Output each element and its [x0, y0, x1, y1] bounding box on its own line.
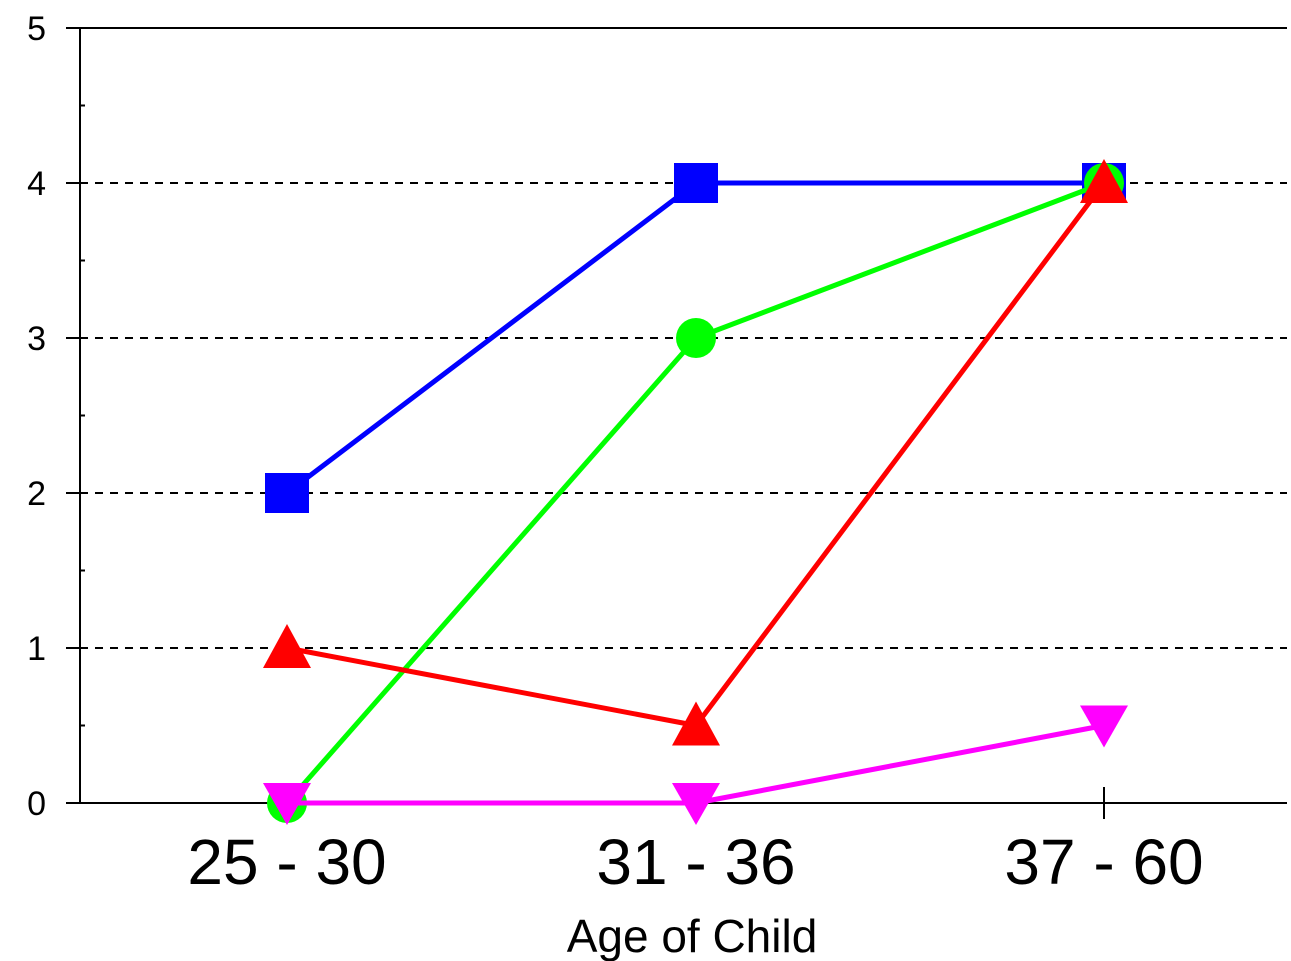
series-group	[263, 159, 1128, 825]
y-tick-label: 4	[27, 165, 46, 203]
y-tick-label: 3	[27, 320, 46, 358]
series-marker-circle	[676, 318, 716, 358]
y-tick-label: 0	[27, 785, 46, 823]
series-marker-triangle-up	[672, 701, 720, 746]
gridlines	[80, 182, 1287, 649]
series-marker-triangle-down	[1080, 705, 1128, 748]
series-4	[263, 705, 1128, 825]
series-marker-square	[674, 163, 718, 203]
x-axis-title: Age of Child	[567, 910, 818, 961]
series-3	[263, 159, 1128, 746]
series-line	[286, 181, 1106, 728]
x-tick-label: 31 - 36	[596, 826, 795, 898]
series-marker-triangle-up	[263, 624, 311, 668]
axes	[79, 27, 1287, 804]
series-marker-triangle-down	[263, 783, 311, 825]
series-marker-square	[265, 473, 309, 513]
series-marker-triangle-up	[1080, 159, 1128, 203]
y-tick-label: 1	[27, 630, 46, 668]
x-tick-label: 25 - 30	[187, 826, 386, 898]
x-tick-label: 37 - 60	[1004, 826, 1203, 898]
y-tick-label: 2	[27, 475, 46, 513]
y-tick-label: 5	[27, 10, 46, 48]
y-axis-ticks: 0 1 2 3 4 5	[27, 10, 85, 823]
series-marker-triangle-down	[672, 783, 720, 825]
